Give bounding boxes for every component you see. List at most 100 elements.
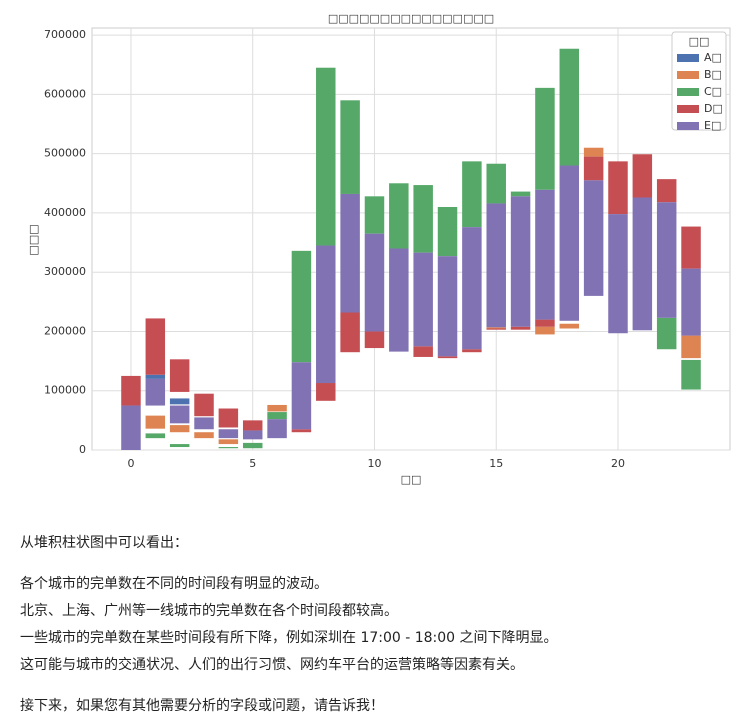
bar-segment <box>121 405 141 450</box>
bar-segment <box>242 442 263 449</box>
bar-segment <box>218 439 239 445</box>
bar-segment <box>364 233 385 332</box>
x-tick-label: 20 <box>611 457 625 470</box>
y-tick-label: 100000 <box>44 384 86 397</box>
bar-segment <box>389 248 409 352</box>
bar-segment <box>681 268 701 336</box>
note-point: 各个城市的完单数在不同的时间段有明显的波动。 <box>20 576 328 592</box>
bar-segment <box>145 378 166 406</box>
bar-segment <box>145 415 166 429</box>
legend-label: D□ <box>704 102 723 115</box>
bar-segment <box>364 331 385 349</box>
bar-segment <box>681 359 701 390</box>
bar-segment <box>510 196 531 327</box>
bar-segment <box>194 417 214 430</box>
notes-points: 各个城市的完单数在不同的时间段有明显的波动。北京、上海、广州等一线城市的完单数在… <box>20 571 720 679</box>
y-axis-label: □□□ <box>27 224 40 255</box>
bar-segment <box>632 197 653 331</box>
bar-segment <box>632 154 653 198</box>
bar-segment <box>437 356 458 359</box>
bar-segment <box>169 359 190 392</box>
bar-segment <box>559 165 580 321</box>
bar-segment <box>169 425 190 433</box>
y-tick-label: 200000 <box>44 324 86 337</box>
bar-segment <box>535 87 555 190</box>
bar-segment <box>242 430 263 440</box>
bar-segment <box>437 256 458 357</box>
bar-segment <box>267 404 287 412</box>
bar-segment <box>194 393 214 417</box>
bar-segment <box>169 398 190 405</box>
bar-segment <box>364 196 385 234</box>
y-tick-label: 600000 <box>44 87 86 100</box>
chart: □□□□□□□□□□□□□□□□ □□ □□□ 0 100000 200000 300… <box>27 12 731 486</box>
bar-segment <box>583 147 604 157</box>
legend-label: E□ <box>704 119 721 132</box>
bar-segment <box>486 163 506 204</box>
bar-segment <box>267 412 287 420</box>
bar-segment <box>681 335 701 359</box>
bar-segment <box>340 193 360 313</box>
bar-segment <box>437 206 458 257</box>
bar-segment <box>559 48 580 166</box>
note-point: 这可能与城市的交通状况、人们的出行习惯、网约车平台的运营策略等因素有关。 <box>20 657 524 673</box>
bar-segment <box>340 312 360 353</box>
notes-closing: 接下来，如果您有其他需要分析的字段或问题，请告诉我！ <box>20 698 384 714</box>
x-axis-label: □□ <box>401 473 422 486</box>
bar-segment <box>389 183 409 249</box>
note-point: 北京、上海、广州等一线城市的完单数在各个时间段都较高。 <box>20 603 398 619</box>
bar-segment <box>656 179 677 203</box>
legend-swatch <box>677 88 699 96</box>
bar-segment <box>145 318 166 375</box>
bar-segment <box>656 202 677 318</box>
legend-label: A□ <box>704 51 722 64</box>
legend-title: □□ <box>689 35 710 48</box>
y-tick-label: 700000 <box>44 28 86 41</box>
bar-segment <box>535 189 555 320</box>
bar-segment <box>340 100 360 194</box>
notes-intro: 从堆积柱状图中可以看出： <box>20 535 188 551</box>
x-tick-label: 10 <box>367 457 381 470</box>
bar-segment <box>486 203 506 328</box>
legend-label: B□ <box>704 68 722 81</box>
bar-segment <box>486 327 506 330</box>
bar-segment <box>608 214 628 334</box>
y-tick-label: 400000 <box>44 206 86 219</box>
bar-segment <box>559 323 580 329</box>
bar-segment <box>169 405 190 424</box>
bar-segment <box>583 180 604 296</box>
bar-segment <box>681 226 701 269</box>
bar-segment <box>413 346 433 357</box>
bar-segment <box>413 185 433 253</box>
bar-segment <box>242 420 263 431</box>
bar-segment <box>218 408 239 428</box>
bar-segment <box>510 191 531 197</box>
bar-segment <box>413 252 433 347</box>
x-tick-label: 0 <box>127 457 134 470</box>
bar-segment <box>291 362 312 430</box>
bar-segment <box>608 161 628 215</box>
bar-segment <box>535 326 555 335</box>
x-tick-label: 15 <box>489 457 503 470</box>
bar-segment <box>316 383 336 401</box>
bar-segment <box>316 67 336 246</box>
bar-segment <box>218 447 239 449</box>
x-tick-label: 5 <box>249 457 256 470</box>
y-tick-label: 0 <box>79 443 86 456</box>
bar-segment <box>316 245 336 384</box>
bar-segment <box>462 161 482 228</box>
bar-segment <box>583 156 604 181</box>
chart-title: □□□□□□□□□□□□□□□□ <box>328 12 494 25</box>
bar-segment <box>462 349 482 353</box>
legend-swatch <box>677 54 699 62</box>
y-tick-label: 500000 <box>44 147 86 160</box>
legend: □□ A□ B□ C□ D□ E□ <box>671 31 727 132</box>
bar-segment <box>291 429 312 433</box>
bar-segment <box>218 429 239 439</box>
bar-segment <box>462 227 482 350</box>
bar-segment <box>535 319 555 327</box>
bar-segment <box>267 419 287 439</box>
bar-segment <box>145 433 166 439</box>
legend-label: C□ <box>704 85 722 98</box>
